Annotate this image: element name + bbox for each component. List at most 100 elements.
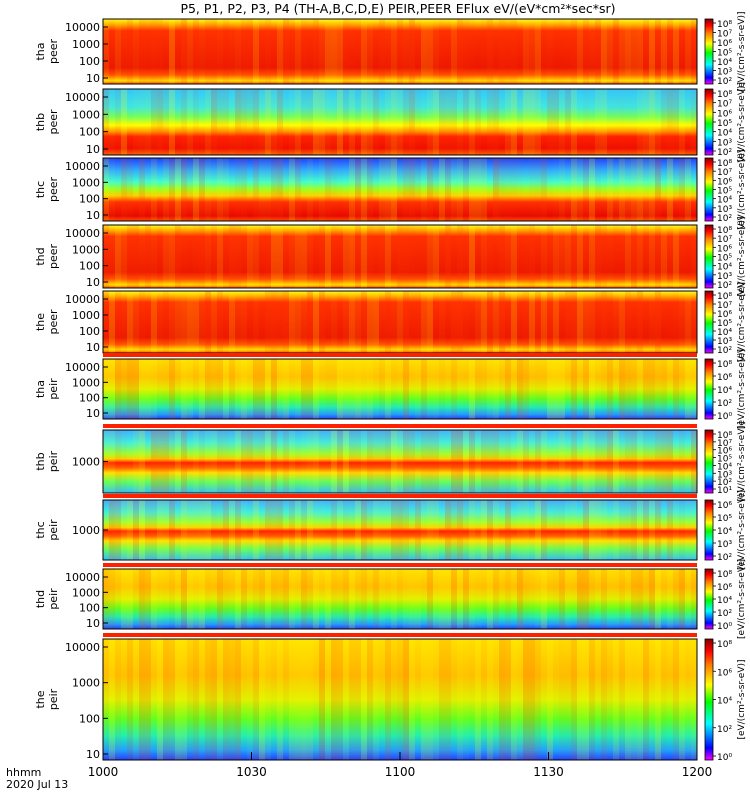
spectrogram-texture — [673, 225, 679, 288]
spectrogram-texture — [199, 639, 205, 760]
spectrogram-texture — [637, 359, 643, 419]
spectrogram-texture — [691, 639, 697, 760]
spectrogram-texture — [625, 569, 631, 629]
spectrogram-texture — [379, 225, 385, 288]
spectrogram-texture — [403, 19, 409, 84]
spectrogram-texture — [199, 89, 205, 155]
spectrogram-texture — [295, 291, 301, 353]
spectrogram-texture — [241, 19, 247, 84]
spectrogram-texture — [169, 158, 175, 221]
spectrogram-texture — [643, 225, 649, 288]
spectrogram-texture — [217, 158, 223, 221]
y-tick-label: 100 — [79, 55, 100, 68]
spectrogram-texture — [331, 89, 337, 155]
spectrogram-texture — [319, 225, 325, 288]
spectrogram-texture — [277, 359, 283, 419]
spectrogram-texture — [253, 639, 259, 760]
spectrogram-texture — [577, 225, 583, 288]
spectrogram-texture — [223, 89, 229, 155]
spectrogram-texture — [223, 359, 229, 419]
colorbar-tick-label: 10⁵ — [717, 455, 732, 465]
spectrogram-texture — [349, 19, 355, 84]
spectrogram-texture — [487, 225, 493, 288]
spectrogram-texture — [451, 89, 457, 155]
spectrogram-texture — [235, 639, 241, 760]
spectrogram-texture — [319, 639, 325, 760]
panel-the-peir: 10000 1000 100 10 the peir 10⁸ 10⁶ 10⁴ 10² 10⁰ [eV/… — [34, 633, 747, 763]
spectrogram-texture — [481, 569, 487, 629]
spectrogram-texture — [523, 158, 529, 221]
spectrogram-texture — [499, 500, 505, 560]
spectrogram-texture — [469, 158, 475, 221]
colorbar-tick-label: 10² — [717, 725, 732, 735]
spectrogram-texture — [205, 430, 211, 493]
spectrogram-texture — [631, 225, 637, 288]
spectrogram-texture — [463, 19, 469, 84]
spectrogram-texture — [487, 359, 493, 419]
spectrogram-texture — [403, 89, 409, 155]
spectrogram-texture — [199, 291, 205, 353]
spectrogram-texture — [601, 225, 607, 288]
spectrogram-texture — [475, 359, 481, 419]
spectrogram-texture — [295, 500, 301, 560]
spectrogram-texture — [169, 359, 175, 419]
spectrogram-texture — [643, 430, 649, 493]
spectrogram-texture — [151, 158, 157, 221]
spectrogram-texture — [139, 158, 145, 221]
spectrogram-texture — [151, 569, 157, 629]
spectrogram-texture — [187, 225, 193, 288]
spectrogram-texture — [679, 639, 685, 760]
spectrogram-texture — [493, 639, 499, 760]
spectrogram-texture — [367, 430, 373, 493]
spectrogram-texture — [451, 225, 457, 288]
spectrogram-texture — [553, 19, 559, 84]
spectrogram-texture — [301, 225, 307, 288]
spectrogram-texture — [535, 500, 541, 560]
spectrogram-texture — [391, 569, 397, 629]
spectrogram-texture — [559, 158, 565, 221]
spectrogram-texture — [385, 430, 391, 493]
colorbar — [704, 290, 714, 354]
spectrogram-texture — [307, 569, 313, 629]
spectrogram-texture — [163, 225, 169, 288]
spectrogram-texture — [157, 89, 163, 155]
colorbar-label: [eV/(cm²-s-sr-eV)] — [737, 659, 747, 739]
panel-species-label: peir — [47, 688, 60, 710]
spectrogram-texture — [157, 639, 163, 760]
spectrogram-texture — [679, 569, 685, 629]
spectrogram-texture — [265, 430, 271, 493]
spectrogram-texture — [523, 500, 529, 560]
spectrogram-texture — [445, 19, 451, 84]
spectrogram-texture — [205, 89, 211, 155]
spectrogram-texture — [361, 158, 367, 221]
spectrogram-texture — [361, 89, 367, 155]
spectrogram-texture — [607, 89, 613, 155]
spectrogram-texture — [133, 291, 139, 353]
spectrogram-texture — [325, 158, 331, 221]
spectrogram-texture — [373, 225, 379, 288]
panel-species-label: peer — [47, 39, 60, 65]
panel-species-label: peer — [47, 244, 60, 270]
spectrogram-texture — [583, 500, 589, 560]
spectrogram-texture — [589, 158, 595, 221]
spectrogram-texture — [409, 359, 415, 419]
spectrogram-texture — [535, 19, 541, 84]
spectrogram-texture — [661, 19, 667, 84]
spectrogram-texture — [547, 500, 553, 560]
spectrogram-texture — [343, 89, 349, 155]
spectrogram-texture — [271, 158, 277, 221]
spectrogram-texture — [505, 430, 511, 493]
panel-probe-label: the — [34, 690, 47, 708]
y-tick-label: 1000 — [72, 586, 100, 599]
spectrogram-texture — [535, 89, 541, 155]
spectrogram-texture — [499, 430, 505, 493]
spectrogram-texture — [565, 158, 571, 221]
colorbar — [704, 638, 714, 761]
x-tick-label: 1100 — [385, 765, 416, 779]
spectrogram-texture — [673, 359, 679, 419]
spectrogram-texture — [475, 158, 481, 221]
spectrogram-texture — [637, 89, 643, 155]
spectrogram-texture — [403, 225, 409, 288]
spectrogram-texture — [103, 158, 109, 221]
colorbar-tick-label: 10⁸ — [717, 159, 732, 169]
